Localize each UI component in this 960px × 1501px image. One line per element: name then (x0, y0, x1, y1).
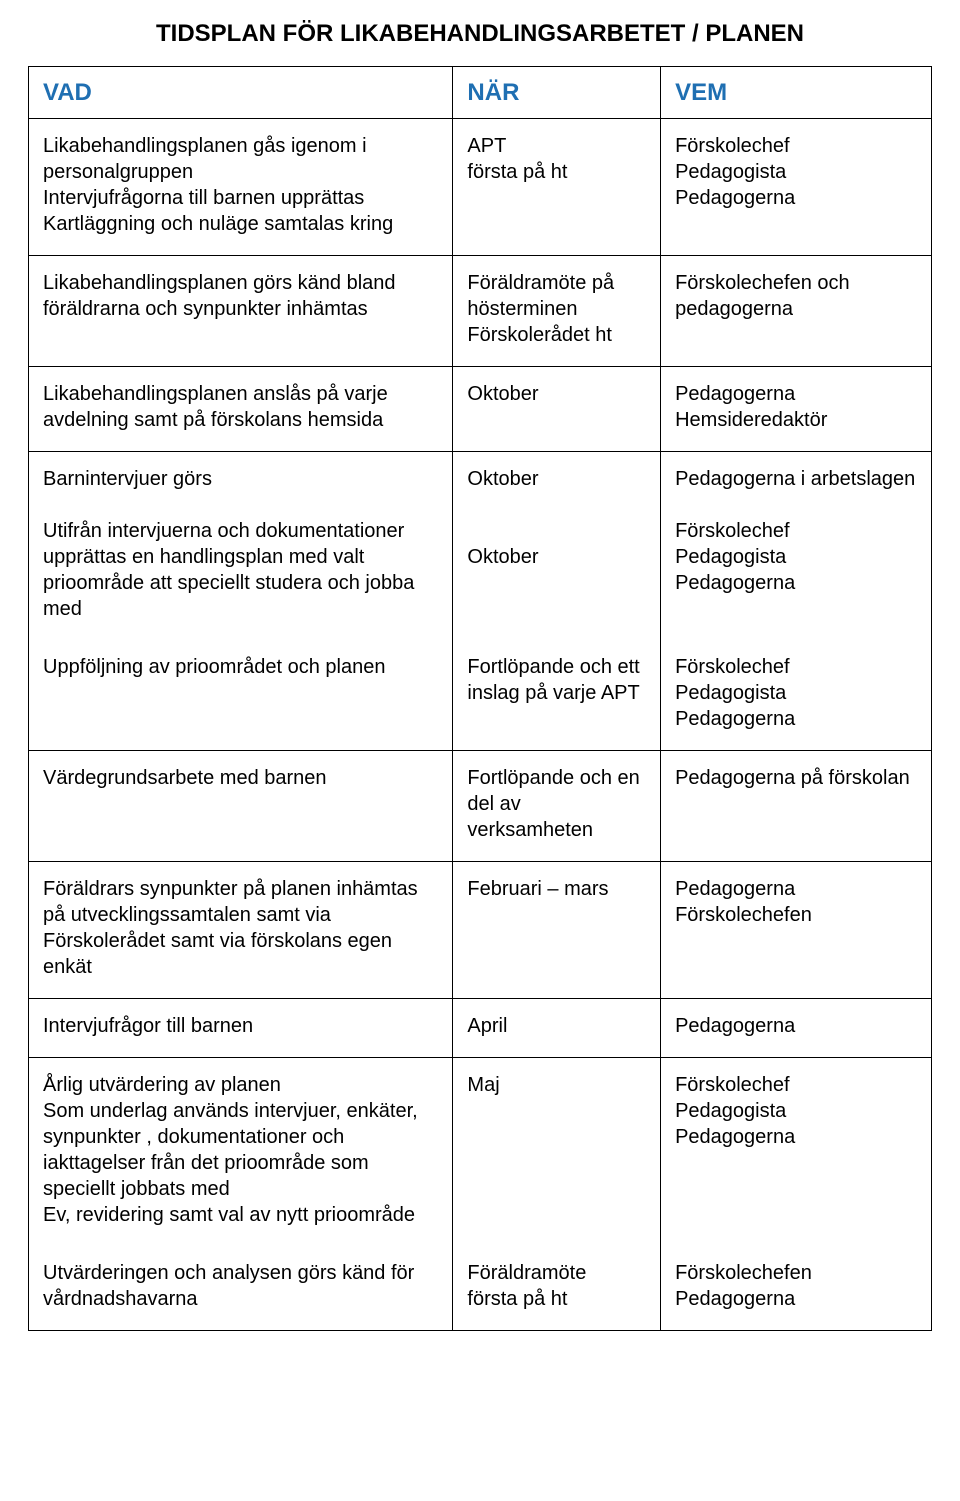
cell-vad: Årlig utvärdering av planen Som underlag… (29, 1058, 453, 1247)
cell-nar: Fortlöpande och en del av verksamheten (453, 751, 661, 862)
table-header-row: VAD NÄR VEM (29, 67, 932, 119)
cell-vad: Utvärderingen och analysen görs känd för… (29, 1246, 453, 1331)
cell-nar: Maj (453, 1058, 661, 1247)
cell-nar: Fortlöpande och ett inslag på varje APT (453, 640, 661, 751)
cell-nar: Föräldramöte första på ht (453, 1246, 661, 1331)
cell-vem: Förskolechefen Pedagogerna (661, 1246, 932, 1331)
cell-vem: Förskolechef Pedagogista Pedagogerna (661, 640, 932, 751)
table-row: Föräldrars synpunkter på planen inhämtas… (29, 862, 932, 999)
cell-nar: Oktober (453, 367, 661, 452)
cell-vem: Förskolechef Pedagogista Pedagogerna (661, 119, 932, 256)
table-row: Likabehandlingsplanen gås igenom i perso… (29, 119, 932, 256)
cell-vem: Förskolechef Pedagogista Pedagogerna (661, 1058, 932, 1247)
header-vem: VEM (661, 67, 932, 119)
cell-vad: Likabehandlingsplanen görs känd bland fö… (29, 256, 453, 367)
cell-nar: Oktober Oktober (453, 452, 661, 641)
cell-vem: Pedagogerna Hemsideredaktör (661, 367, 932, 452)
page-title: TIDSPLAN FÖR LIKABEHANDLINGSARBETET / PL… (28, 20, 932, 48)
cell-vem: Pedagogerna på förskolan (661, 751, 932, 862)
cell-nar: Föräldramöte på hösterminen Förskoleråde… (453, 256, 661, 367)
table-row: Årlig utvärdering av planen Som underlag… (29, 1058, 932, 1247)
table-row: Värdegrundsarbete med barnen Fortlöpande… (29, 751, 932, 862)
table-row: Barnintervjuer görs Utifrån intervjuerna… (29, 452, 932, 641)
table-row: Likabehandlingsplanen görs känd bland fö… (29, 256, 932, 367)
cell-vad: Uppföljning av prioområdet och planen (29, 640, 453, 751)
cell-vad: Intervjufrågor till barnen (29, 999, 453, 1058)
cell-vem: Pedagogerna i arbetslagen Förskolechef P… (661, 452, 932, 641)
cell-vem: Förskolechefen och pedagogerna (661, 256, 932, 367)
header-nar: NÄR (453, 67, 661, 119)
cell-vad: Likabehandlingsplanen anslås på varje av… (29, 367, 453, 452)
table-row: Uppföljning av prioområdet och planen Fo… (29, 640, 932, 751)
cell-nar: Februari – mars (453, 862, 661, 999)
cell-vem: Pedagogerna Förskolechefen (661, 862, 932, 999)
table-row: Likabehandlingsplanen anslås på varje av… (29, 367, 932, 452)
table-row: Intervjufrågor till barnen April Pedagog… (29, 999, 932, 1058)
cell-vad: Barnintervjuer görs Utifrån intervjuerna… (29, 452, 453, 641)
schedule-table: VAD NÄR VEM Likabehandlingsplanen gås ig… (28, 66, 932, 1331)
cell-vem: Pedagogerna (661, 999, 932, 1058)
cell-nar: APT första på ht (453, 119, 661, 256)
header-vad: VAD (29, 67, 453, 119)
cell-vad: Föräldrars synpunkter på planen inhämtas… (29, 862, 453, 999)
cell-nar: April (453, 999, 661, 1058)
cell-vad: Likabehandlingsplanen gås igenom i perso… (29, 119, 453, 256)
cell-vad: Värdegrundsarbete med barnen (29, 751, 453, 862)
table-row: Utvärderingen och analysen görs känd för… (29, 1246, 932, 1331)
